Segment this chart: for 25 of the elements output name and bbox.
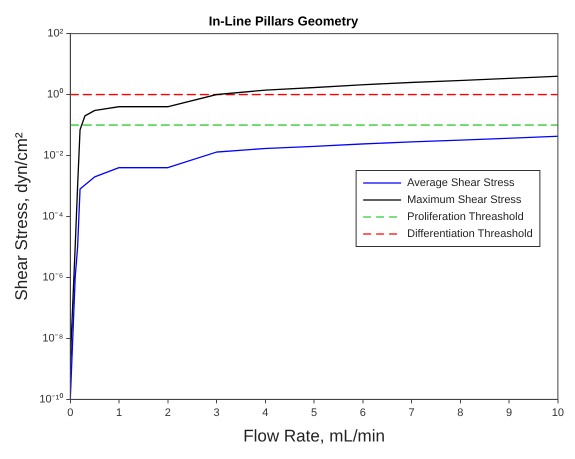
chart-title: In-Line Pillars Geometry (208, 13, 360, 28)
x-tick-label: 7 (408, 407, 415, 420)
legend-label: Average Shear Stress (407, 177, 516, 190)
y-tick-label: 10⁻⁴ (42, 210, 64, 223)
x-axis-title: Flow Rate, mL/min (243, 426, 385, 446)
x-tick-label: 1 (116, 407, 122, 420)
legend-label: Proliferation Threashold (407, 211, 524, 224)
x-tick-label: 0 (67, 407, 74, 420)
x-tick-label: 2 (164, 407, 171, 420)
y-tick-label: 10² (47, 28, 64, 40)
x-tick-label: 9 (506, 407, 512, 420)
x-tick-label: 8 (457, 407, 464, 420)
legend-label: Maximum Shear Stress (407, 194, 522, 206)
x-tick-label: 5 (311, 407, 318, 420)
x-tick-label: 6 (360, 407, 366, 420)
legend-label: Differentiation Threashold (407, 228, 533, 240)
y-axis-title: Shear Stress, dyn/cm² (12, 132, 31, 301)
y-tick-label: 10⁻⁶ (42, 272, 64, 284)
x-tick-label: 3 (214, 407, 220, 420)
x-tick-label: 10 (552, 407, 564, 420)
y-tick-label: 10⁰ (47, 88, 64, 101)
y-tick-label: 10⁻² (43, 150, 64, 162)
y-tick-label: 10⁻⁸ (42, 332, 64, 344)
y-tick-label: 10⁻¹⁰ (39, 392, 64, 406)
x-tick-label: 4 (262, 407, 268, 420)
